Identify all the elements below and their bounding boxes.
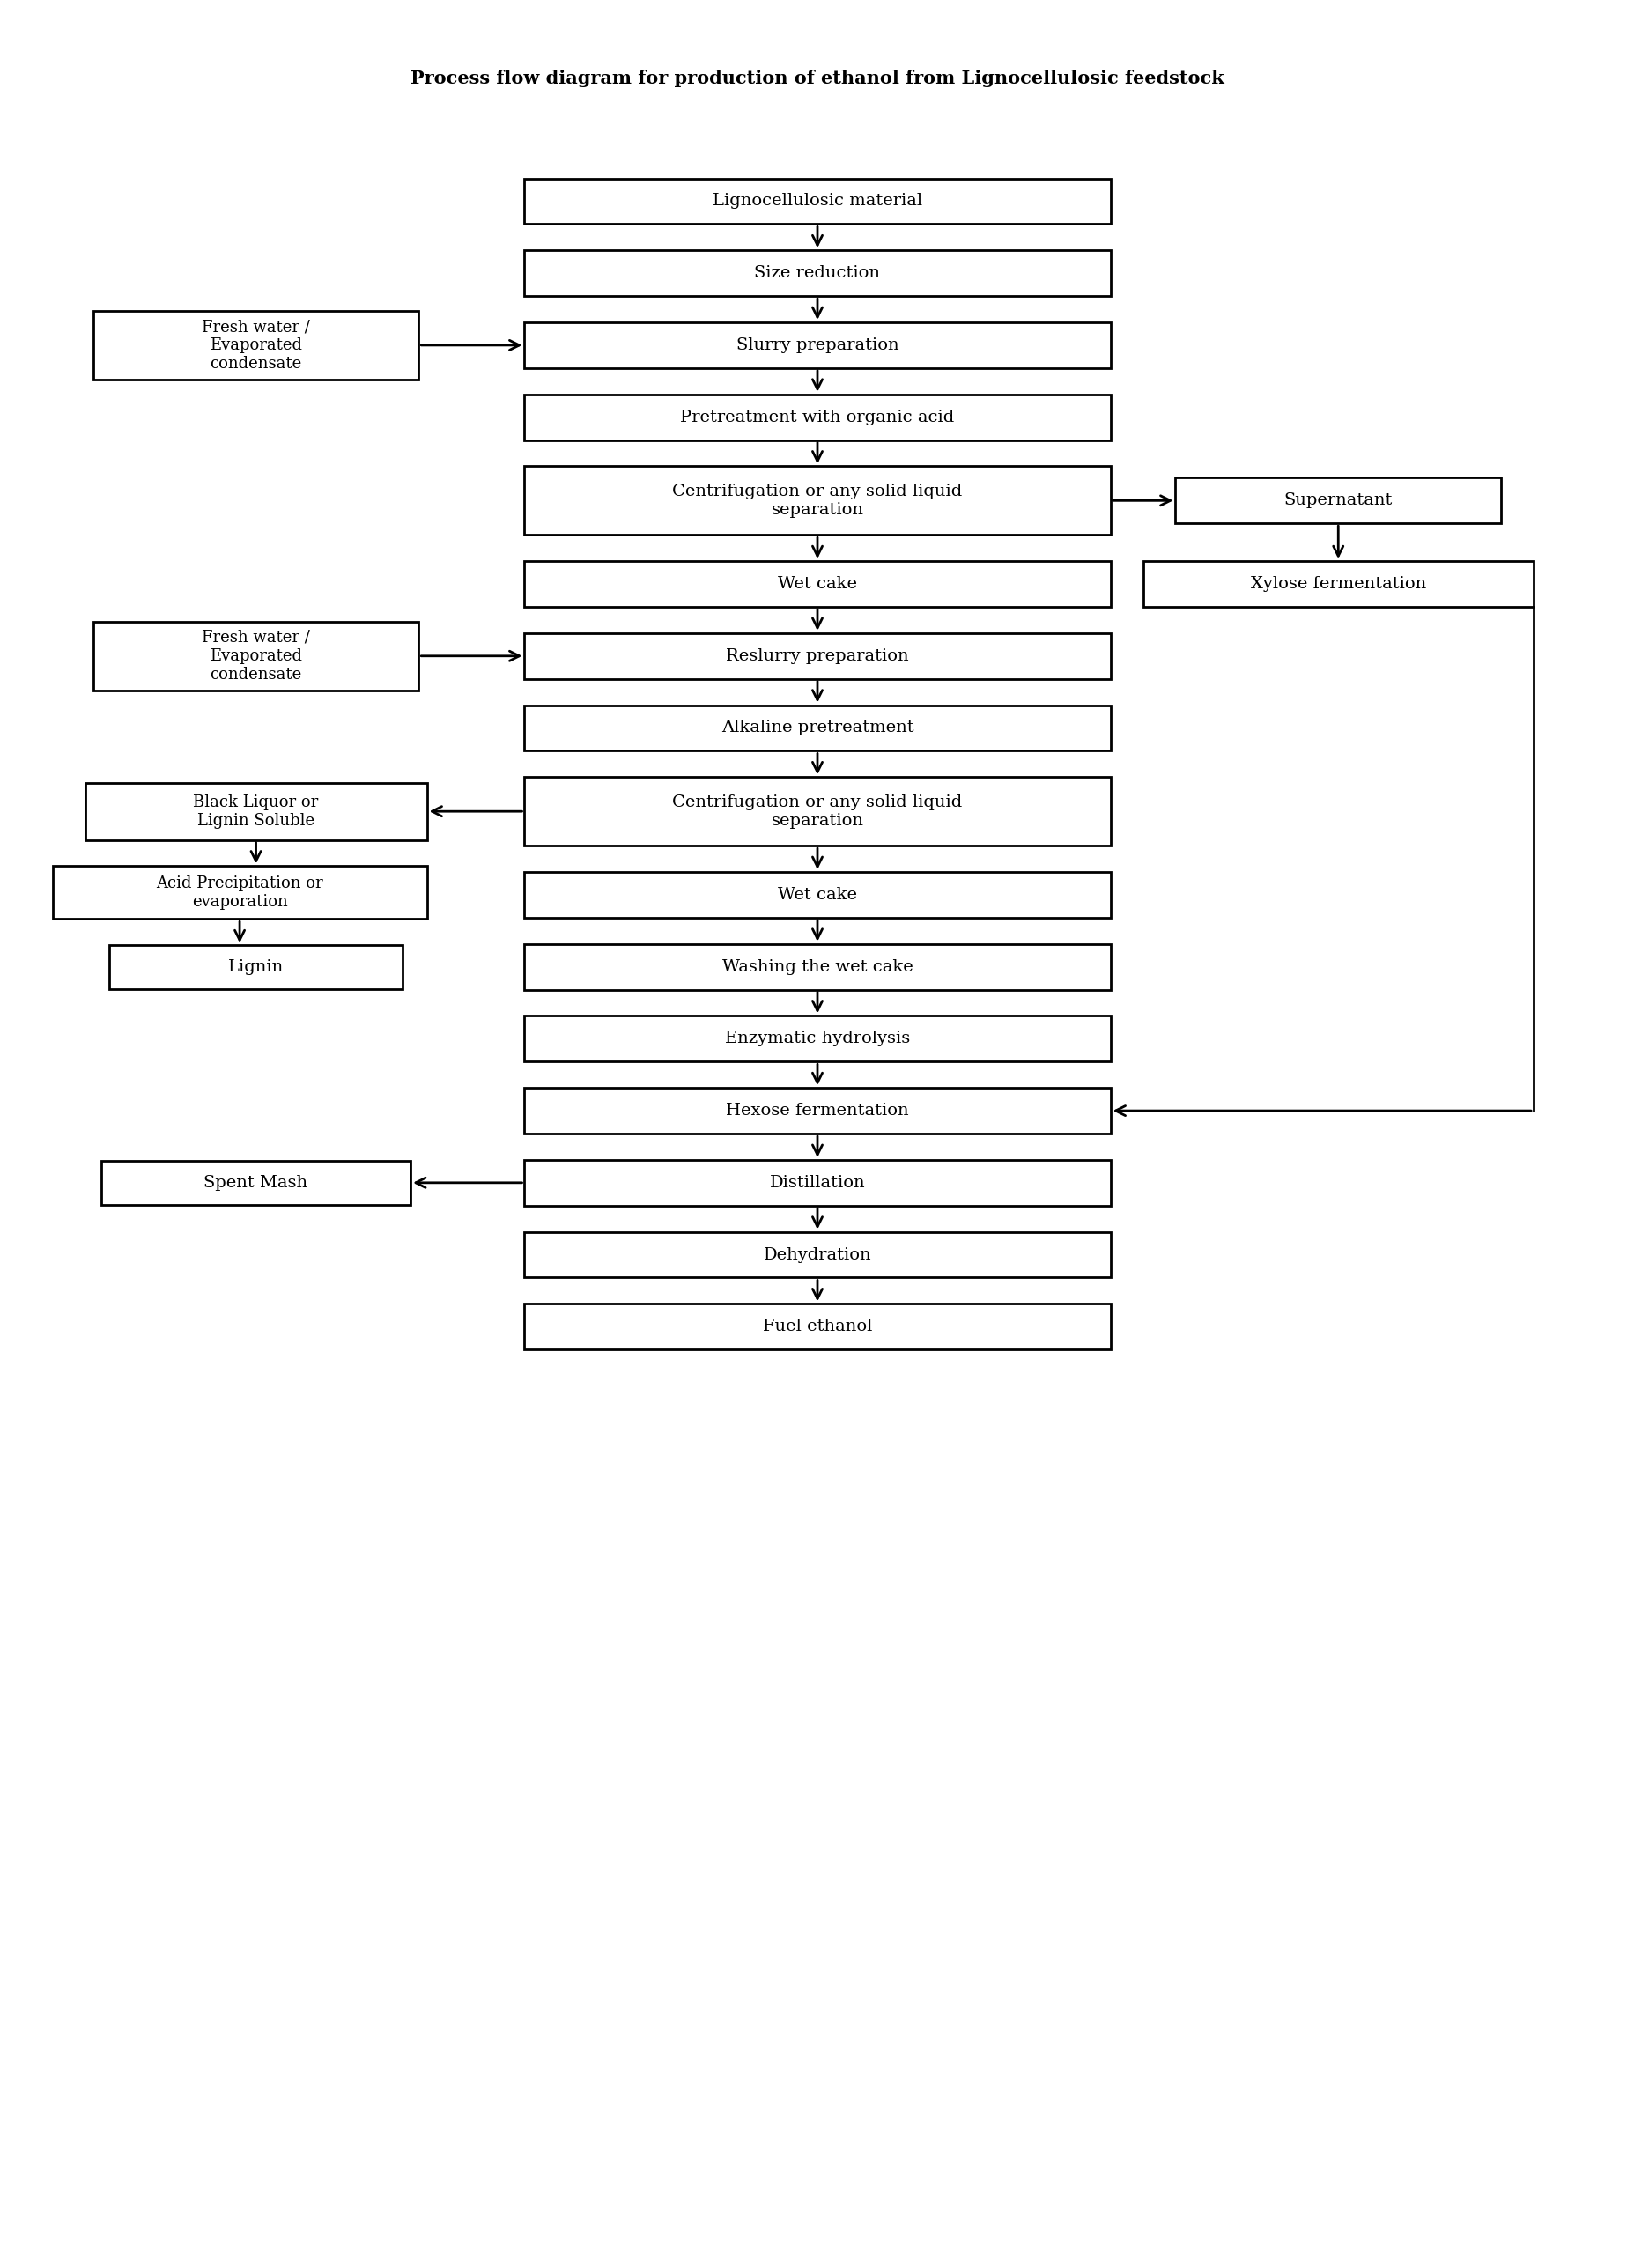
Text: Fuel ethanol: Fuel ethanol [761,1318,873,1334]
Text: Size reduction: Size reduction [753,265,881,281]
FancyBboxPatch shape [1175,479,1500,524]
Text: Dehydration: Dehydration [763,1247,871,1263]
FancyBboxPatch shape [525,871,1109,919]
Text: Alkaline pretreatment: Alkaline pretreatment [721,719,913,735]
FancyBboxPatch shape [525,705,1109,751]
Text: Enzymatic hydrolysis: Enzymatic hydrolysis [724,1032,910,1046]
FancyBboxPatch shape [525,322,1109,367]
FancyBboxPatch shape [525,249,1109,297]
Text: Wet cake: Wet cake [778,887,856,903]
FancyBboxPatch shape [525,633,1109,678]
Text: Black Liquor or
Lignin Soluble: Black Liquor or Lignin Soluble [193,794,319,828]
Text: Xylose fermentation: Xylose fermentation [1250,576,1425,592]
FancyBboxPatch shape [525,467,1109,535]
Text: Hexose fermentation: Hexose fermentation [725,1102,909,1118]
Text: Distillation: Distillation [770,1175,864,1191]
FancyBboxPatch shape [52,866,426,919]
FancyBboxPatch shape [525,943,1109,989]
FancyBboxPatch shape [525,395,1109,440]
Text: Spent Mash: Spent Mash [204,1175,307,1191]
Text: Lignocellulosic material: Lignocellulosic material [712,193,922,209]
Text: Lignin: Lignin [229,959,284,975]
FancyBboxPatch shape [525,179,1109,225]
FancyBboxPatch shape [93,621,418,689]
Text: Reslurry preparation: Reslurry preparation [725,649,909,665]
Text: Fresh water /
Evaporated
condensate: Fresh water / Evaporated condensate [201,320,310,372]
Text: Supernatant: Supernatant [1283,492,1392,508]
Text: Wet cake: Wet cake [778,576,856,592]
Text: Acid Precipitation or
evaporation: Acid Precipitation or evaporation [157,875,324,909]
Text: Process flow diagram for production of ethanol from Lignocellulosic feedstock: Process flow diagram for production of e… [410,70,1224,86]
FancyBboxPatch shape [525,1232,1109,1277]
Text: Centrifugation or any solid liquid
separation: Centrifugation or any solid liquid separ… [672,794,962,828]
Text: Washing the wet cake: Washing the wet cake [722,959,912,975]
FancyBboxPatch shape [1142,560,1533,608]
FancyBboxPatch shape [85,782,426,839]
FancyBboxPatch shape [109,946,402,989]
Text: Centrifugation or any solid liquid
separation: Centrifugation or any solid liquid separ… [672,483,962,517]
FancyBboxPatch shape [525,1016,1109,1061]
Text: Slurry preparation: Slurry preparation [735,338,899,354]
Text: Pretreatment with organic acid: Pretreatment with organic acid [680,408,954,424]
Text: Fresh water /
Evaporated
condensate: Fresh water / Evaporated condensate [201,631,310,683]
FancyBboxPatch shape [525,1089,1109,1134]
FancyBboxPatch shape [525,1159,1109,1207]
FancyBboxPatch shape [525,560,1109,608]
FancyBboxPatch shape [101,1161,410,1204]
FancyBboxPatch shape [525,1304,1109,1349]
FancyBboxPatch shape [93,311,418,379]
FancyBboxPatch shape [525,778,1109,846]
